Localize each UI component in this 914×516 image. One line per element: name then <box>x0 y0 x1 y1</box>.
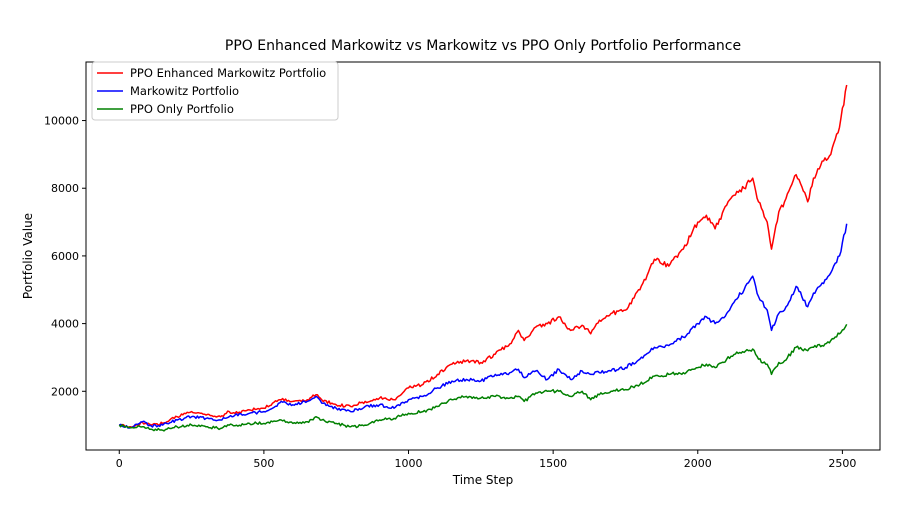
y-tick-label: 4000 <box>51 318 79 331</box>
x-tick-label: 1500 <box>539 457 567 470</box>
y-axis: 2000 4000 6000 8000 10000 <box>44 115 86 398</box>
x-axis: 0 500 1000 1500 2000 2500 <box>116 450 856 470</box>
legend-label: Markowitz Portfolio <box>130 84 239 98</box>
legend-label: PPO Enhanced Markowitz Portfolio <box>130 66 326 80</box>
y-tick-label: 6000 <box>51 250 79 263</box>
legend-label: PPO Only Portfolio <box>130 102 234 116</box>
x-tick-label: 0 <box>116 457 123 470</box>
y-tick-label: 2000 <box>51 385 79 398</box>
series-line-ppo-only-portfolio <box>118 323 848 432</box>
x-tick-label: 500 <box>253 457 274 470</box>
y-tick-label: 10000 <box>44 115 79 128</box>
series-line-ppo-enhanced-markowitz-portfolio <box>119 84 848 428</box>
series-line-markowitz-portfolio <box>118 223 848 429</box>
x-tick-label: 1000 <box>395 457 423 470</box>
x-tick-label: 2000 <box>684 457 712 470</box>
chart-title: PPO Enhanced Markowitz vs Markowitz vs P… <box>225 38 741 54</box>
y-axis-label: Portfolio Value <box>21 213 35 299</box>
y-tick-label: 8000 <box>51 182 79 195</box>
x-axis-label: Time Step <box>452 473 514 487</box>
legend: PPO Enhanced Markowitz Portfolio Markowit… <box>91 61 339 121</box>
series-layer <box>118 84 848 432</box>
legend-box <box>91 61 339 121</box>
x-tick-label: 2500 <box>828 457 856 470</box>
